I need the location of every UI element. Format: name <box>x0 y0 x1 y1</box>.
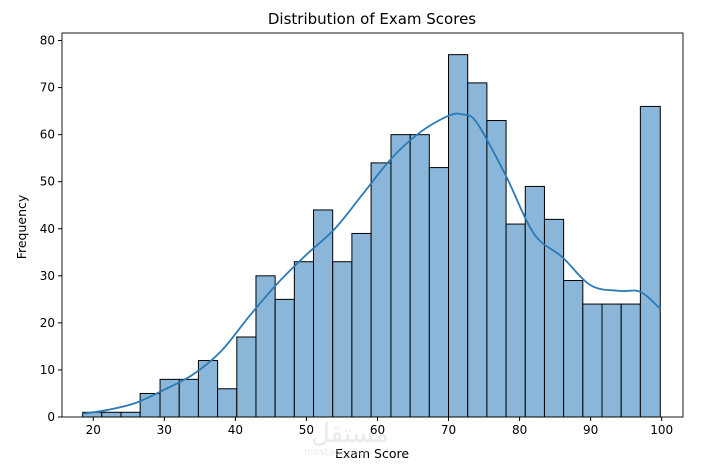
x-tick-label: 90 <box>583 423 598 437</box>
histogram-bar <box>101 411 122 418</box>
y-tick-label: 70 <box>40 81 55 95</box>
watermark-arabic: مستقل <box>311 419 389 449</box>
y-tick-label: 0 <box>47 410 55 424</box>
histogram-bar <box>178 378 199 418</box>
histogram-bar <box>159 378 180 418</box>
histogram-bar <box>582 303 603 418</box>
histogram-bar <box>332 261 353 418</box>
y-tick-label: 60 <box>40 128 55 142</box>
histogram-bar <box>293 261 315 418</box>
y-axis-ticks: 0 10 20 30 40 50 60 70 80 <box>40 34 62 424</box>
histogram-bar <box>486 120 507 418</box>
chart-title: Distribution of Exam Scores <box>268 10 476 28</box>
y-tick-label: 30 <box>40 269 55 283</box>
y-axis-label: Frequency <box>14 194 29 259</box>
watermark: مستقل mostaql.com <box>304 419 389 458</box>
histogram-bar <box>370 162 392 418</box>
x-tick-label: 40 <box>228 423 243 437</box>
histogram-bar <box>236 336 257 418</box>
y-tick-label: 10 <box>40 363 55 377</box>
histogram-bar <box>217 388 238 418</box>
y-tick-label: 50 <box>40 175 55 189</box>
histogram-bar <box>351 232 372 418</box>
histogram-bar <box>524 185 545 418</box>
y-tick-label: 40 <box>40 222 55 236</box>
kde-curve <box>82 112 661 415</box>
histogram-bar <box>409 134 430 418</box>
x-tick-label: 60 <box>370 423 385 437</box>
histogram-bar <box>543 218 565 418</box>
plot-frame <box>61 32 684 418</box>
histogram-bar <box>620 303 641 418</box>
histogram-bar <box>274 298 295 418</box>
y-tick-label: 80 <box>40 34 55 48</box>
x-axis-ticks: 20 30 40 50 60 70 80 90 100 <box>86 417 673 437</box>
x-tick-label: 100 <box>650 423 673 437</box>
y-tick-label: 20 <box>40 316 55 330</box>
x-axis-label: Exam Score <box>335 446 409 461</box>
x-tick-label: 70 <box>441 423 456 437</box>
histogram-bar <box>120 411 141 418</box>
histogram-bar <box>428 167 450 418</box>
histogram-bar <box>390 134 411 418</box>
histogram-bar <box>563 280 584 418</box>
histogram-bar <box>639 105 661 418</box>
x-tick-label: 30 <box>157 423 172 437</box>
x-tick-label: 20 <box>86 423 101 437</box>
histogram-bar <box>448 54 469 418</box>
x-tick-label: 50 <box>299 423 314 437</box>
watermark-latin: mostaql.com <box>304 447 369 458</box>
histogram-bar <box>505 223 526 418</box>
histogram-bars <box>82 54 661 418</box>
histogram-bar <box>601 303 622 418</box>
x-tick-label: 80 <box>512 423 527 437</box>
